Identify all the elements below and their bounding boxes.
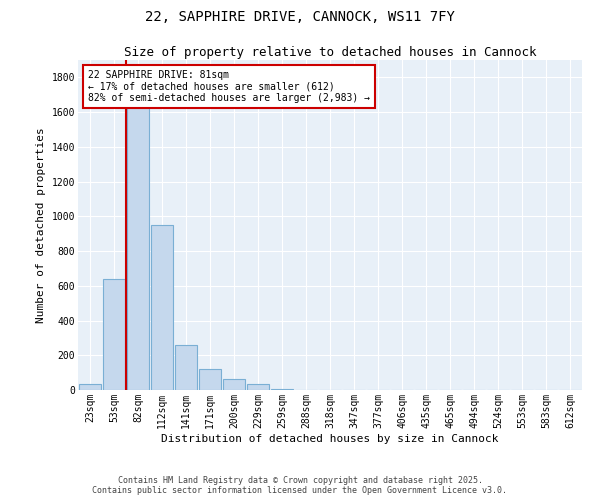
Bar (175, 345, 197, 390)
Text: 22, SAPPHIRE DRIVE, CANNOCK, WS11 7FY: 22, SAPPHIRE DRIVE, CANNOCK, WS11 7FY (145, 10, 455, 24)
Text: Contains HM Land Registry data © Crown copyright and database right 2025.
Contai: Contains HM Land Registry data © Crown c… (92, 476, 508, 495)
Bar (199, 369, 221, 390)
Bar (79, 384, 101, 390)
Bar (247, 384, 269, 390)
Bar (103, 279, 125, 390)
Text: 22 SAPPHIRE DRIVE: 81sqm
← 17% of detached houses are smaller (612)
82% of semi-: 22 SAPPHIRE DRIVE: 81sqm ← 17% of detach… (88, 70, 370, 103)
Bar (271, 388, 293, 390)
Bar (151, 225, 173, 390)
Title: Size of property relative to detached houses in Cannock: Size of property relative to detached ho… (124, 46, 536, 59)
Bar (223, 378, 245, 390)
Bar (127, 104, 149, 390)
X-axis label: Distribution of detached houses by size in Cannock: Distribution of detached houses by size … (161, 434, 499, 444)
Y-axis label: Number of detached properties: Number of detached properties (36, 127, 46, 323)
